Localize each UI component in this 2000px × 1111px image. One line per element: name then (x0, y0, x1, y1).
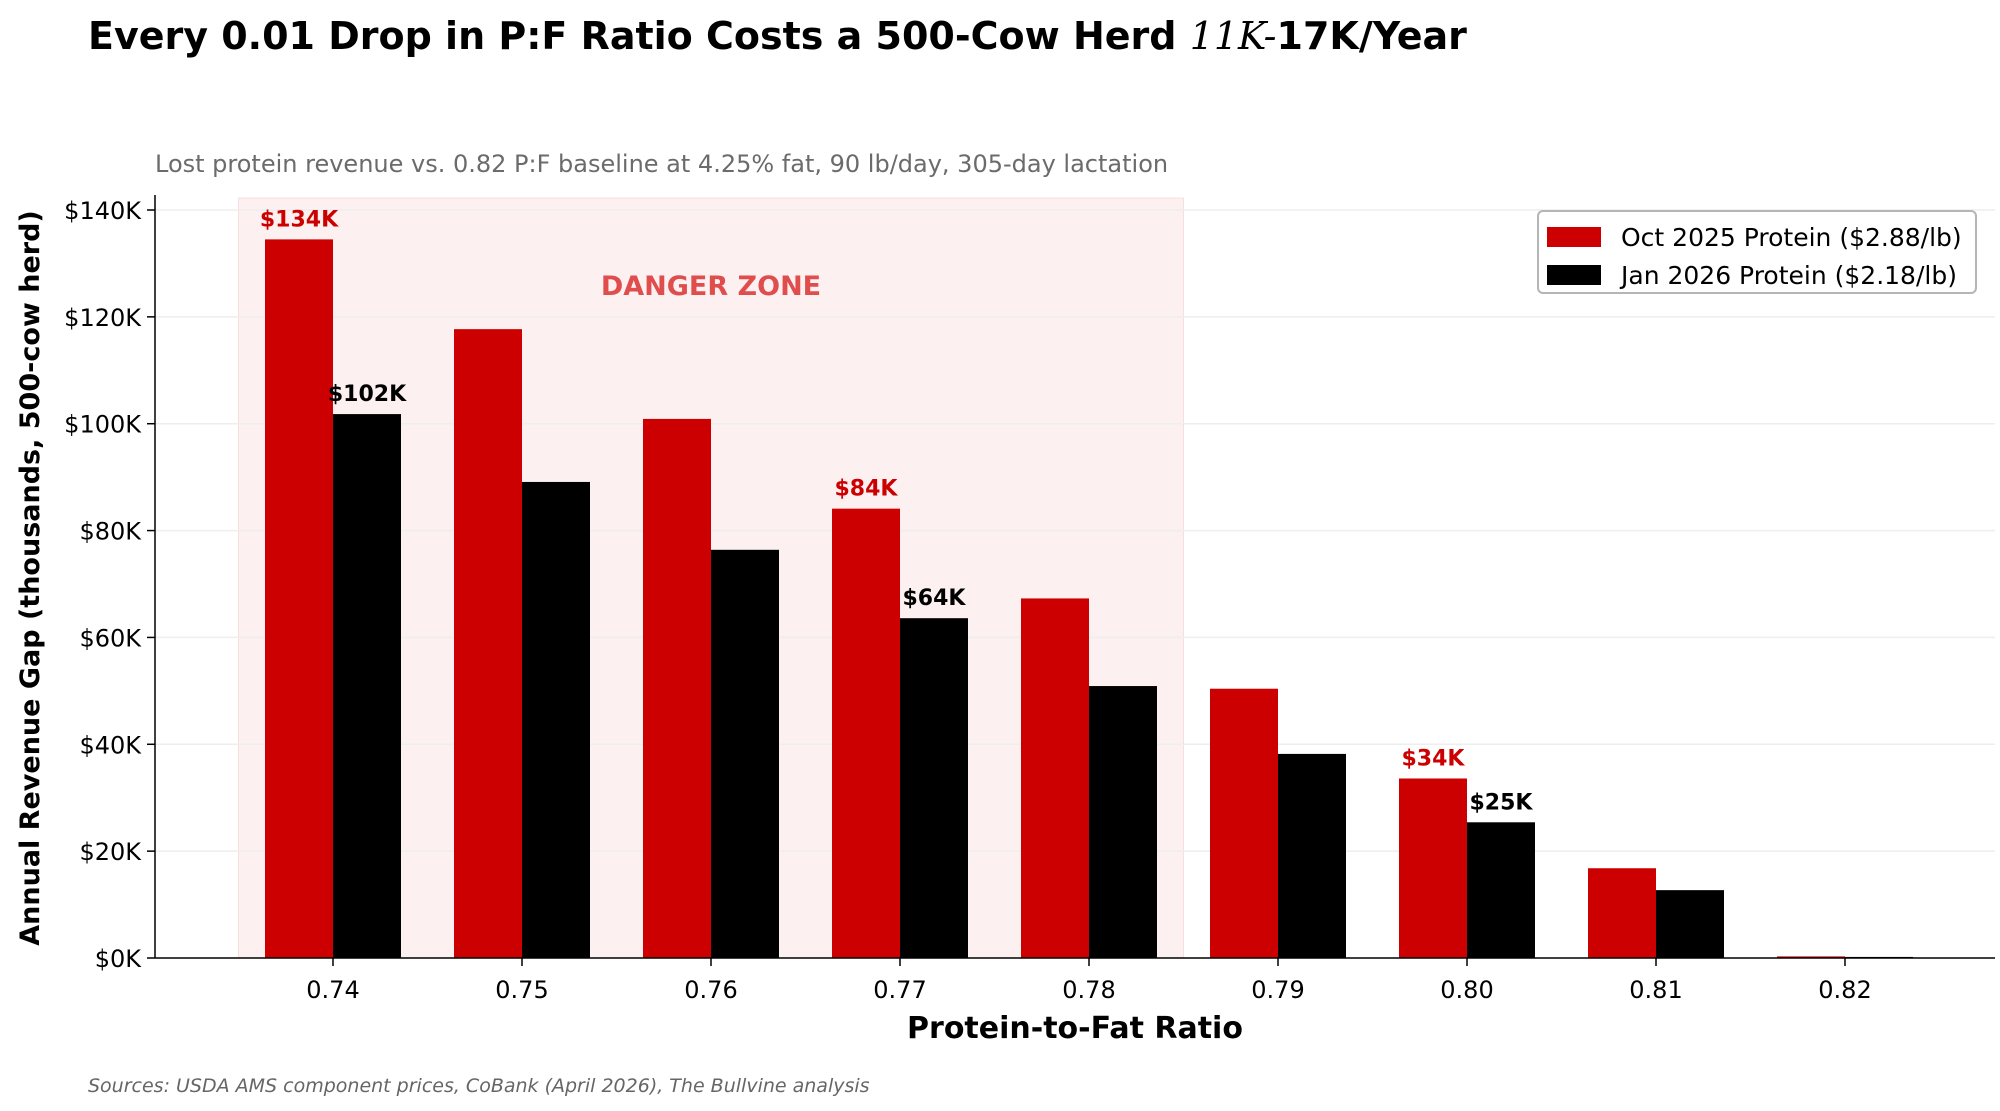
title-math: 11K- (1189, 14, 1277, 58)
x-tick-label: 0.80 (1440, 976, 1493, 1004)
bar-jan-2026 (1278, 753, 1346, 958)
chart-title: Every 0.01 Drop in P:F Ratio Costs a 500… (88, 14, 1467, 58)
legend-label-oct: Oct 2025 Protein ($2.88/lb) (1621, 222, 1962, 252)
bar-jan-2026 (711, 549, 779, 958)
bar-jan-2026 (1656, 890, 1724, 958)
x-axis-label: Protein-to-Fat Ratio (907, 1011, 1243, 1046)
legend-swatch-oct (1547, 227, 1601, 247)
x-tick-label: 0.75 (495, 976, 548, 1004)
y-tick-label: $60K (79, 624, 142, 652)
legend: Oct 2025 Protein ($2.88/lb) Jan 2026 Pro… (1537, 210, 1977, 294)
bar-jan-2026 (522, 481, 590, 958)
x-tick-label: 0.78 (1062, 976, 1115, 1004)
title-end: 17K/Year (1276, 14, 1467, 58)
legend-label-jan: Jan 2026 Protein ($2.18/lb) (1621, 260, 1957, 290)
bar-jan-2026 (333, 414, 401, 958)
chart-subtitle: Lost protein revenue vs. 0.82 P:F baseli… (155, 150, 1169, 178)
bar-oct-2025 (1588, 868, 1656, 958)
y-tick-label: $20K (79, 838, 142, 866)
y-tick-label: $80K (79, 518, 142, 546)
legend-item-jan: Jan 2026 Protein ($2.18/lb) (1547, 260, 1957, 290)
x-tick-label: 0.81 (1629, 976, 1682, 1004)
legend-item-oct: Oct 2025 Protein ($2.88/lb) (1547, 222, 1962, 252)
bar-oct-2025 (832, 508, 900, 958)
x-tick-label: 0.76 (684, 976, 737, 1004)
source-note: Sources: USDA AMS component prices, CoBa… (88, 1075, 870, 1097)
x-tick-label: 0.74 (306, 976, 359, 1004)
bar-jan-2026 (1089, 686, 1157, 958)
data-label: $25K (1470, 790, 1534, 815)
y-tick-label: $0K (95, 945, 143, 973)
bar-oct-2025 (265, 239, 333, 958)
data-label: $102K (328, 382, 407, 407)
data-label: $34K (1402, 746, 1466, 771)
bar-oct-2025 (1021, 598, 1089, 958)
y-tick-label: $120K (64, 304, 142, 332)
x-tick-label: 0.79 (1251, 976, 1304, 1004)
x-tick-label: 0.77 (873, 976, 926, 1004)
bar-oct-2025 (1399, 778, 1467, 958)
bar-oct-2025 (1777, 956, 1845, 958)
danger-zone-label: DANGER ZONE (601, 271, 821, 302)
x-tick-label: 0.82 (1818, 976, 1871, 1004)
bar-jan-2026 (900, 618, 968, 958)
bar-jan-2026 (1467, 822, 1535, 958)
data-label: $64K (903, 586, 967, 611)
bar-oct-2025 (454, 329, 522, 958)
y-tick-label: $100K (64, 411, 142, 439)
y-tick-label: $40K (79, 731, 142, 759)
legend-swatch-jan (1547, 265, 1601, 285)
y-axis-label: Annual Revenue Gap (thousands, 500-cow h… (15, 210, 46, 946)
data-label: $84K (835, 477, 899, 502)
y-tick-label: $140K (64, 197, 142, 225)
bar-oct-2025 (643, 418, 711, 958)
bar-oct-2025 (1210, 688, 1278, 958)
data-label: $134K (260, 207, 339, 232)
